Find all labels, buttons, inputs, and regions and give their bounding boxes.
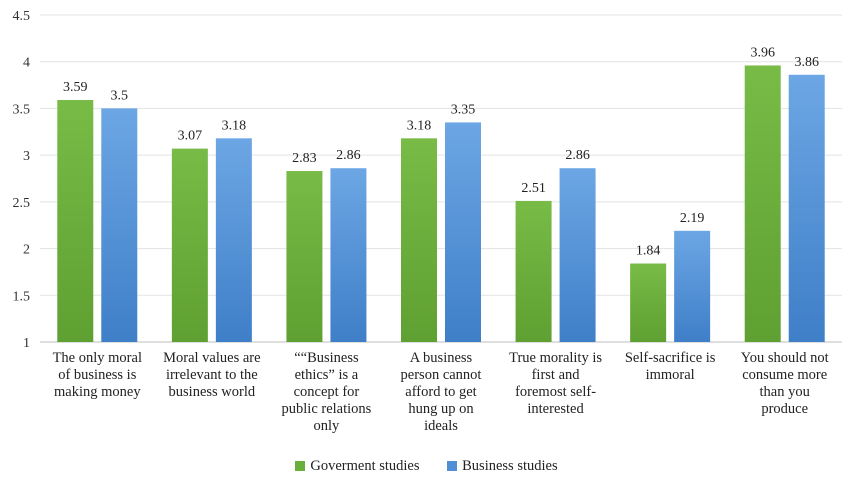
x-category-label: Moral values are irrelevant to the busines… bbox=[156, 350, 268, 401]
legend-item-business: Business studies bbox=[447, 458, 558, 475]
data-label: 3.5 bbox=[111, 88, 129, 103]
x-category-label-line: person cannot bbox=[400, 367, 482, 383]
y-tick-label: 3.5 bbox=[13, 102, 31, 117]
bar-government-studies bbox=[171, 148, 208, 342]
data-label: 2.86 bbox=[565, 148, 590, 163]
x-category-label-line: first and bbox=[531, 367, 580, 383]
legend-swatch-blue bbox=[447, 460, 458, 471]
data-label: 2.86 bbox=[336, 148, 361, 163]
legend-item-government: Goverment studies bbox=[295, 458, 420, 475]
legend-label: Goverment studies bbox=[310, 458, 420, 474]
x-category-label-line: only bbox=[313, 418, 340, 434]
data-label: 3.18 bbox=[407, 118, 432, 133]
data-label: 2.19 bbox=[680, 211, 705, 226]
x-category-label-line: foremost self- bbox=[515, 384, 597, 400]
legend: Goverment studies Business studies bbox=[0, 458, 853, 475]
x-category-label-line: ethics” is a bbox=[294, 367, 359, 383]
y-axis: 1 1.5 2 2.5 3 3.5 4 4.5 bbox=[13, 9, 31, 351]
data-label: 3.18 bbox=[222, 118, 247, 133]
y-tick-label: 4.5 bbox=[13, 9, 31, 24]
x-category-label-line: afford to get bbox=[405, 384, 477, 400]
legend-label: Business studies bbox=[462, 458, 558, 474]
x-category-label: The only moral of business is making money bbox=[41, 350, 153, 401]
bar-government-studies bbox=[744, 65, 781, 343]
bars bbox=[57, 65, 825, 343]
x-category-label: True morality is first and foremost self-i… bbox=[500, 350, 612, 418]
bar-government-studies bbox=[57, 100, 94, 343]
bar-business-studies bbox=[215, 138, 252, 342]
data-label: 3.35 bbox=[451, 102, 476, 117]
x-category-label-line: ideals bbox=[424, 418, 458, 434]
bar-business-studies bbox=[330, 168, 367, 342]
data-label: 1.84 bbox=[636, 244, 661, 259]
x-category-label-line: public relations bbox=[281, 401, 372, 417]
x-category-label-line: You should not bbox=[740, 350, 829, 366]
bar-government-studies bbox=[401, 138, 437, 342]
y-tick-label: 2.5 bbox=[13, 196, 31, 211]
x-category-label-line: making money bbox=[53, 384, 141, 400]
data-labels: 3.59 3.07 2.83 3.18 2.51 1.84 3.96 3.5 3.18 2.86 3… bbox=[63, 45, 819, 258]
y-tick-label: 4 bbox=[23, 56, 30, 71]
data-label: 3.59 bbox=[63, 80, 88, 95]
x-category-label-line: business world bbox=[168, 384, 256, 400]
bar-business-studies bbox=[559, 168, 596, 342]
data-label: 3.96 bbox=[750, 45, 775, 60]
x-category-label: You should not consume more than you produc… bbox=[729, 350, 841, 418]
x-category-label-line: A business bbox=[409, 350, 473, 366]
x-category-label-line: True morality is bbox=[509, 350, 603, 366]
x-category-label: A business person cannot afford to get hung… bbox=[385, 350, 497, 435]
data-label: 2.83 bbox=[292, 151, 317, 166]
x-category-label-line: than you bbox=[759, 384, 810, 400]
data-label: 3.86 bbox=[794, 55, 819, 70]
x-category-label-line: Self-sacrifice is bbox=[624, 350, 716, 366]
gridlines bbox=[40, 14, 842, 343]
bar-government-studies bbox=[515, 200, 552, 342]
x-category-label-line: hung up on bbox=[408, 401, 474, 417]
x-category-label-line: of business is bbox=[58, 367, 137, 383]
bar-business-studies bbox=[101, 108, 138, 342]
data-label: 2.51 bbox=[521, 181, 546, 196]
x-category-label: ““Business ethics” is a concept for public … bbox=[270, 350, 382, 435]
x-category-label-line: irrelevant to the bbox=[165, 367, 258, 383]
y-tick-label: 2 bbox=[23, 243, 30, 258]
x-category-label-line: produce bbox=[761, 401, 809, 417]
x-category-label-line: ““Business bbox=[294, 350, 359, 366]
bar-government-studies bbox=[630, 263, 667, 342]
y-tick-label: 1 bbox=[23, 336, 30, 351]
x-category-label: Self-sacrifice is immoral bbox=[614, 350, 726, 384]
x-category-label-line: concept for bbox=[293, 384, 360, 400]
x-category-label-line: interested bbox=[527, 401, 584, 417]
y-tick-label: 3 bbox=[23, 149, 30, 164]
x-category-label-line: immoral bbox=[645, 367, 695, 383]
bar-business-studies bbox=[674, 230, 711, 342]
x-category-label-line: consume more bbox=[742, 367, 828, 383]
bar-business-studies bbox=[445, 122, 481, 342]
bar-business-studies bbox=[788, 74, 825, 343]
x-category-label-line: The only moral bbox=[52, 350, 142, 366]
legend-swatch-green bbox=[295, 460, 306, 471]
bar-government-studies bbox=[286, 171, 323, 342]
data-label: 3.07 bbox=[178, 129, 203, 144]
y-tick-label: 1.5 bbox=[13, 289, 31, 304]
x-category-label-line: Moral values are bbox=[163, 350, 261, 366]
